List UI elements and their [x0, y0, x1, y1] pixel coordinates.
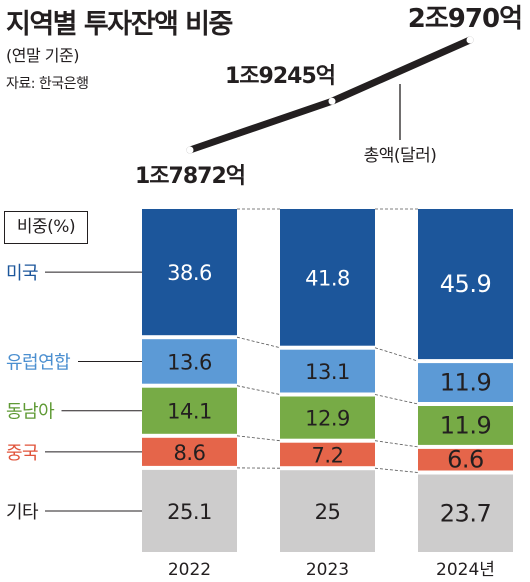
- total-legend-label: 총액(달러): [364, 146, 437, 166]
- legend-label-2: 유럽연합: [6, 353, 70, 374]
- connector-line-1-3: [236, 385, 281, 395]
- connector-line-2-3: [374, 394, 419, 405]
- legend-label-3: 동남아: [6, 402, 55, 423]
- x-tick-label-3: 2024년: [436, 560, 495, 580]
- bar-segment-1-3: [418, 209, 513, 360]
- bar-segment-5-1: [142, 469, 237, 552]
- data-label-2-2: 13.1: [305, 360, 350, 384]
- total-label-3: 2조970억: [408, 4, 522, 34]
- data-label-3-2: 12.9: [305, 407, 350, 431]
- chart-subtitle: (연말 기준): [6, 46, 79, 65]
- bar-segment-2-1: [142, 339, 237, 384]
- data-label-2-1: 13.6: [167, 351, 212, 375]
- legend-label-5: 기타: [6, 502, 39, 523]
- bar-segment-2-2: [280, 349, 375, 393]
- bar-segment-2-3: [418, 363, 513, 402]
- bar-segment-1-1: [142, 209, 237, 336]
- connector-line-2-2: [374, 347, 419, 362]
- legend-label-1: 미국: [6, 263, 38, 284]
- data-label-5-1: 25.1: [167, 500, 212, 524]
- data-label-5-2: 25: [315, 500, 341, 524]
- data-label-1-2: 41.8: [305, 266, 350, 290]
- chart-source: 자료: 한국은행: [6, 76, 89, 92]
- total-label-2: 1조9245억: [225, 64, 335, 89]
- connector-line-2-4: [374, 440, 419, 448]
- connector-line-1-4: [236, 435, 281, 442]
- data-label-1-1: 38.6: [167, 261, 212, 285]
- data-label-4-2: 7.2: [312, 444, 344, 468]
- total-label-1: 1조7872억: [135, 164, 245, 189]
- data-label-4-3: 6.6: [447, 446, 484, 474]
- connector-line-2-5: [374, 467, 419, 473]
- legend-label-4: 중국: [6, 443, 38, 464]
- bar-segment-5-3: [418, 474, 513, 552]
- total-point-1: [186, 146, 194, 154]
- bar-segment-4-2: [280, 442, 375, 467]
- data-label-3-3: 11.9: [440, 412, 491, 440]
- total-line: [186, 36, 474, 154]
- x-tick-label-1: 2022: [168, 560, 211, 580]
- bar-segment-3-1: [142, 387, 237, 434]
- bar-segment-4-3: [418, 448, 513, 471]
- data-label-1-3: 45.9: [440, 270, 491, 298]
- bar-segment-4-1: [142, 437, 237, 466]
- total-point-3: [466, 36, 474, 44]
- x-tick-label-2: 2023: [306, 560, 349, 580]
- data-label-3-1: 14.1: [167, 400, 212, 424]
- bar-segment-5-2: [280, 470, 375, 552]
- data-label-5-3: 23.7: [440, 499, 491, 527]
- data-label-4-1: 8.6: [174, 441, 206, 465]
- connector-line-1-2: [236, 336, 281, 349]
- chart-title: 지역별 투자잔액 비중: [6, 9, 233, 40]
- bar-segment-1-2: [280, 209, 375, 346]
- bar-segment-3-3: [418, 406, 513, 445]
- total-point-2: [328, 97, 336, 105]
- unit-label: 비중(%): [4, 211, 88, 244]
- bar-segment-3-2: [280, 396, 375, 439]
- data-label-2-3: 11.9: [440, 369, 491, 397]
